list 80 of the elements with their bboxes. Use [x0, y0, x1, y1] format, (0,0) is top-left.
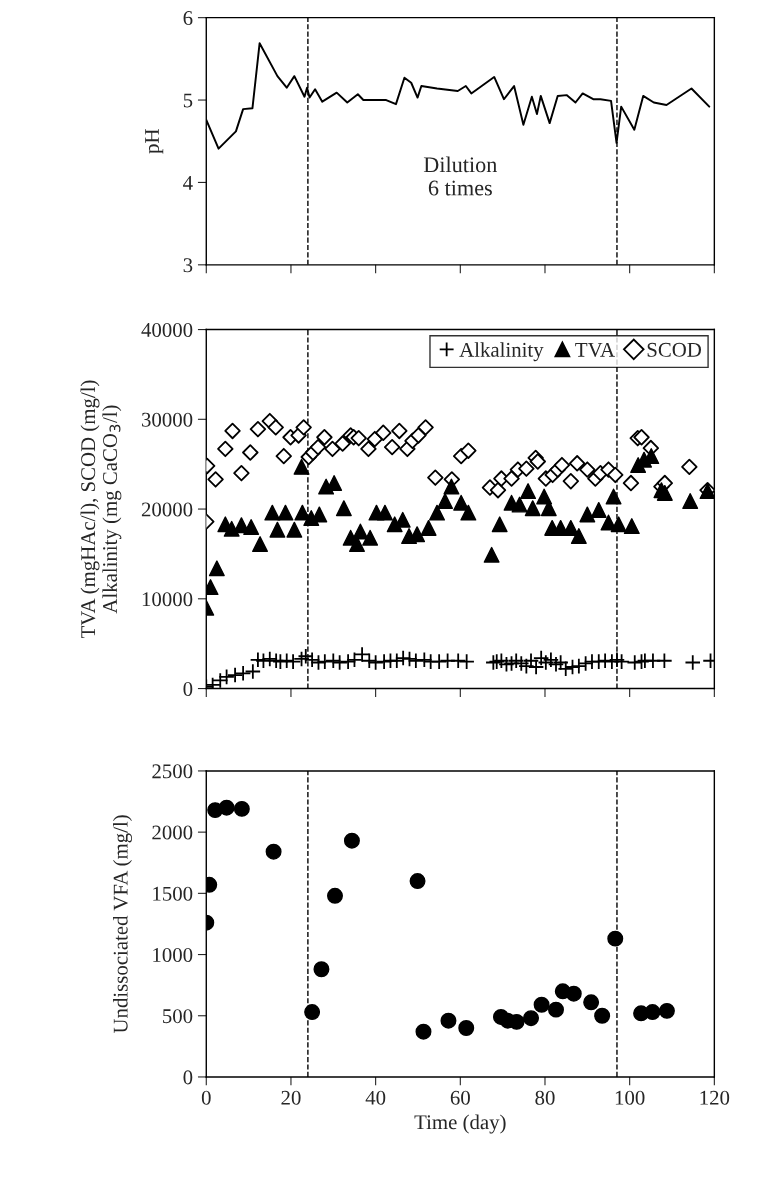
- y-tick-label: 0: [183, 681, 193, 696]
- point: [286, 521, 303, 538]
- y-tick-label: 20000: [141, 502, 193, 517]
- point: [269, 521, 286, 538]
- annotation: Dilution 6 times: [423, 156, 498, 196]
- point: [583, 994, 600, 1011]
- point: [376, 504, 393, 521]
- point: [458, 1020, 475, 1036]
- y-axis-title: pH: [145, 129, 164, 154]
- point: [233, 800, 250, 817]
- point: [644, 1004, 661, 1021]
- legend-label: TVA: [575, 342, 615, 357]
- point: [605, 488, 622, 505]
- x-tick-label: 120: [700, 1090, 730, 1105]
- x-tick-label: 0: [201, 1090, 211, 1105]
- point: [420, 519, 437, 536]
- point: [590, 501, 607, 518]
- point: [223, 520, 240, 537]
- x-tick-label: 100: [615, 1090, 645, 1105]
- x-tick-label: 40: [365, 1090, 386, 1105]
- point: [415, 1023, 432, 1040]
- y-tick-label: 0: [183, 1070, 193, 1085]
- x-axis-title: Time (day): [414, 1114, 506, 1134]
- point: [362, 529, 379, 546]
- y-tick-label: 1000: [153, 947, 193, 962]
- point: [264, 504, 281, 521]
- y-tick-label: 5: [183, 93, 193, 108]
- point: [313, 961, 330, 978]
- point: [548, 1001, 564, 1018]
- y-tick-label: 40000: [141, 322, 193, 337]
- point: [607, 930, 624, 947]
- point: [208, 560, 225, 577]
- point: [352, 523, 369, 540]
- point: [565, 985, 582, 1002]
- y-tick-label: 3: [183, 258, 193, 273]
- point: [265, 843, 282, 860]
- point: [511, 496, 528, 513]
- point: [218, 799, 235, 816]
- y-axis-title: TVA (mgHAc/l), SCOD (mg/l) Alkalinity (mg CaCO$_{3}$/l): [80, 380, 122, 639]
- point: [252, 536, 269, 553]
- x-tick-label: 80: [535, 1090, 555, 1105]
- point: [520, 483, 537, 500]
- point: [460, 504, 477, 521]
- point: [623, 518, 640, 535]
- y-tick-label: 2500: [152, 764, 193, 779]
- y-tick-label: 30000: [142, 412, 193, 427]
- point: [594, 1007, 611, 1024]
- x-tick-label: 60: [450, 1090, 470, 1105]
- point: [610, 516, 627, 533]
- y-tick-label: 500: [163, 1009, 193, 1024]
- point: [658, 1002, 675, 1019]
- point: [579, 506, 596, 523]
- point: [523, 1010, 539, 1027]
- point: [327, 887, 343, 904]
- point: [483, 546, 500, 563]
- point: [491, 516, 508, 533]
- point: [533, 996, 550, 1013]
- point: [304, 1004, 321, 1021]
- y-tick-label: 6: [183, 11, 193, 26]
- point: [335, 500, 352, 517]
- point: [437, 492, 454, 509]
- point: [429, 504, 446, 521]
- point: [570, 527, 587, 544]
- y-tick-label: 2000: [152, 825, 193, 840]
- point: [524, 500, 541, 517]
- point: [293, 458, 310, 475]
- y-tick-label: 10000: [142, 592, 193, 607]
- y-tick-label: 1500: [153, 886, 193, 901]
- legend-label: Alkalinity: [459, 342, 544, 362]
- y-tick-label: 4: [183, 175, 193, 190]
- point: [440, 1012, 457, 1029]
- legend-label: SCOD: [647, 342, 702, 357]
- point: [343, 832, 360, 849]
- point: [277, 504, 294, 521]
- point: [243, 519, 260, 535]
- point: [443, 478, 460, 495]
- point: [409, 873, 426, 890]
- x-tick-label: 20: [281, 1090, 301, 1105]
- point: [682, 492, 699, 509]
- y-axis-title: Undissociated VFA (mg/l): [113, 815, 132, 1034]
